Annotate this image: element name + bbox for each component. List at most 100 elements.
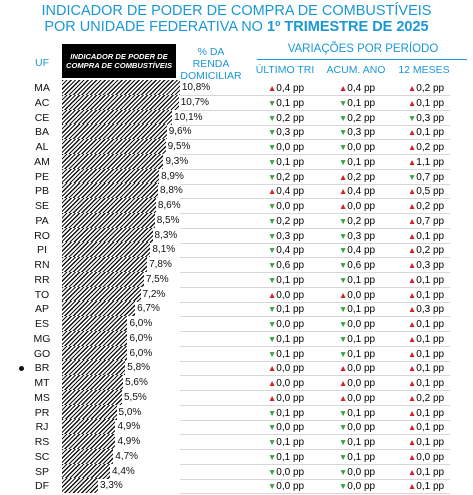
last-quarter-cell-value: 0,2 pp: [276, 171, 305, 183]
down-arrow-icon: ▼: [267, 348, 277, 359]
ytd-cell: ▼0,4 pp: [324, 242, 390, 259]
ytd-cell-value: 0,4 pp: [347, 245, 376, 257]
row-separator: [180, 109, 450, 111]
bar: [62, 271, 144, 287]
row-separator: [180, 139, 450, 141]
uf-label: RS: [34, 436, 50, 448]
bar-value-label: 7,2%: [142, 288, 166, 300]
last-quarter-cell: ▼0,1 pp: [253, 95, 319, 112]
bar: [62, 301, 136, 317]
bar-value-label: 3,3%: [100, 480, 123, 492]
twelve-months-cell: ▲0,1 pp: [393, 272, 459, 289]
ytd-cell-value: 0,1 pp: [347, 304, 376, 316]
table-row: AL 9,5% ▼0,0 pp ▼0,0 pp ▲0,2 pp: [0, 139, 473, 155]
bar-value-label: 6,7%: [137, 303, 160, 315]
twelve-months-cell: ▲0,2 pp: [393, 139, 459, 156]
twelve-months-cell: ▲0,3 pp: [393, 301, 459, 318]
ytd-cell-value: 0,3 pp: [347, 230, 376, 242]
row-separator: [180, 213, 450, 214]
down-arrow-icon: ▼: [338, 230, 348, 241]
down-arrow-icon: ▼: [267, 304, 277, 315]
up-arrow-icon: ▲: [338, 363, 348, 374]
bar: [62, 404, 117, 420]
uf-label: RN: [34, 259, 50, 271]
down-arrow-icon: ▼: [338, 304, 348, 315]
bar: [62, 198, 156, 213]
twelve-months-cell: ▲0,0 pp: [393, 449, 459, 466]
ytd-cell: ▼0,6 pp: [324, 257, 390, 274]
ytd-cell-value: 0,1 pp: [347, 333, 376, 345]
up-arrow-icon: ▲: [407, 97, 417, 108]
twelve-months-cell: ▲0,1 pp: [393, 124, 459, 141]
twelve-months-cell: ▲0,1 pp: [393, 464, 459, 481]
ytd-cell: ▲0,4 pp: [324, 183, 390, 200]
bar-value-label: 5,0%: [118, 406, 142, 418]
twelve-months-cell-value: 0,2 pp: [416, 142, 445, 153]
last-quarter-cell-value: 0,1 pp: [276, 348, 305, 360]
bar-value-label: 5,5%: [124, 391, 147, 403]
last-quarter-cell: ▼0,1 pp: [253, 434, 319, 451]
up-arrow-icon: ▲: [407, 289, 417, 300]
last-quarter-cell: ▼0,0 pp: [253, 139, 319, 156]
ytd-cell: ▲0,4 pp: [324, 80, 390, 97]
last-quarter-cell-value: 0,1 pp: [276, 274, 305, 286]
down-arrow-icon: ▼: [267, 274, 277, 285]
bar: [62, 227, 153, 243]
down-arrow-icon: ▼: [338, 451, 348, 462]
row-separator: [180, 242, 450, 244]
ytd-cell: ▼0,1 pp: [324, 331, 390, 348]
down-arrow-icon: ▼: [338, 215, 348, 226]
bar-value-label: 8,5%: [156, 214, 180, 226]
bar: [62, 139, 166, 154]
subtitle-period: 1º TRIMESTRE DE 2025: [267, 19, 429, 35]
index-header-text: INDICADOR DE PODER DE COMPRA DE COMBUSTÍ…: [65, 52, 173, 70]
ytd-cell: ▲0,0 pp: [324, 360, 390, 377]
twelve-months-cell-value: 0,3 pp: [416, 112, 445, 124]
ytd-cell-value: 0,0 pp: [347, 466, 376, 478]
table-row: AP 6,7% ▼0,1 pp ▼0,1 pp ▲0,3 pp: [0, 301, 473, 318]
bar-value-label: 9,6%: [168, 126, 192, 138]
last-quarter-cell-value: 0,1 pp: [276, 97, 305, 109]
down-arrow-icon: ▼: [338, 274, 348, 285]
ytd-cell-value: 0,1 pp: [347, 437, 376, 448]
twelve-months-cell-value: 0,1 pp: [416, 422, 445, 434]
ytd-cell-value: 0,0 pp: [347, 289, 376, 301]
bar: [62, 153, 164, 169]
bar: [62, 434, 116, 449]
twelve-months-cell-value: 0,1 pp: [416, 230, 445, 242]
ytd-cell: ▼0,0 pp: [324, 419, 390, 436]
up-arrow-icon: ▲: [338, 392, 348, 403]
bar: [62, 360, 126, 376]
table-row: PI 8,1% ▼0,4 pp ▼0,4 pp ▲0,2 pp: [0, 242, 473, 259]
up-arrow-icon: ▲: [407, 127, 417, 138]
up-arrow-icon: ▲: [407, 304, 417, 315]
uf-label: PR: [34, 406, 50, 419]
bar-value-label: 9,3%: [165, 155, 189, 167]
uf-label: RJ: [35, 421, 49, 434]
twelve-months-header: 12 MESES: [398, 64, 450, 76]
ytd-cell: ▼0,0 pp: [324, 316, 390, 333]
bar: [62, 109, 173, 125]
up-arrow-icon: ▲: [407, 319, 417, 329]
ytd-cell-value: 0,1 pp: [347, 451, 376, 463]
twelve-months-cell: ▲0,1 pp: [393, 360, 459, 377]
last-quarter-cell: ▼0,1 pp: [253, 346, 319, 363]
uf-label: SE: [34, 200, 49, 212]
twelve-months-cell-value: 0,7 pp: [416, 215, 445, 227]
up-arrow-icon: ▲: [407, 363, 417, 374]
row-separator: [180, 316, 450, 318]
table-row: PE 8,9% ▼0,2 pp ▲0,2 pp ▼0,7 pp: [0, 168, 473, 185]
uf-label: RR: [34, 273, 50, 286]
table-row: DF 3,3% ▼0,0 pp ▼0,0 pp ▲0,1 pp: [0, 478, 473, 495]
bar: [62, 330, 128, 346]
ytd-cell: ▼0,1 pp: [324, 154, 390, 171]
twelve-months-cell-value: 0,1 pp: [416, 437, 445, 448]
twelve-months-cell-value: 0,1 pp: [416, 348, 445, 360]
bar-value-label: 8,8%: [160, 185, 183, 197]
last-quarter-cell-value: 0,6 pp: [276, 260, 305, 271]
down-arrow-icon: ▼: [338, 127, 348, 138]
ytd-cell-value: 0,2 pp: [347, 171, 376, 183]
twelve-months-cell-value: 0,2 pp: [416, 83, 445, 94]
up-arrow-icon: ▲: [338, 186, 348, 197]
twelve-months-cell-value: 0,0 pp: [416, 451, 445, 463]
